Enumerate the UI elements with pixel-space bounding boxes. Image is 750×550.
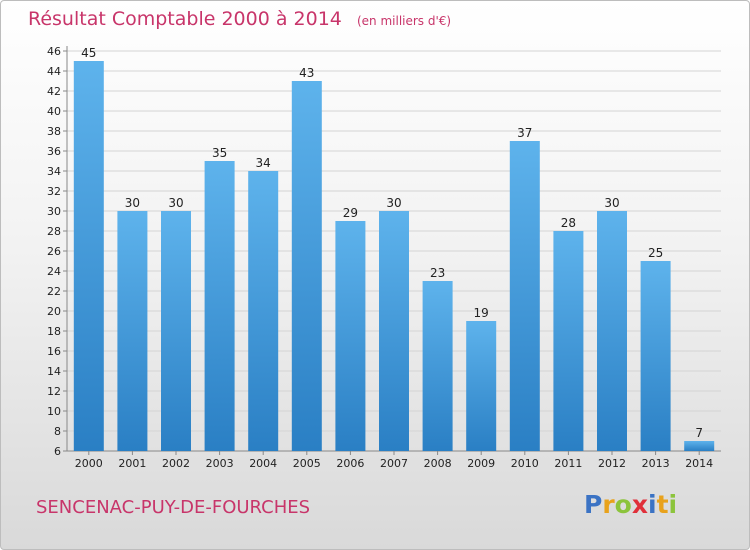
y-tick-label: 46 xyxy=(47,45,61,58)
logo-letter-2: o xyxy=(614,490,632,519)
data-label-2009: 19 xyxy=(474,306,489,320)
logo-letter-4: i xyxy=(648,490,657,519)
proxiti-logo[interactable]: Proxiti xyxy=(584,490,677,519)
bar-2002 xyxy=(161,211,191,451)
bar-2008 xyxy=(422,281,453,451)
y-tick-label: 24 xyxy=(47,265,61,278)
x-tick-label: 2003 xyxy=(206,457,234,470)
data-label-2012: 30 xyxy=(604,196,619,210)
x-tick-label: 2009 xyxy=(467,457,495,470)
x-tick-label: 2000 xyxy=(75,457,103,470)
y-tick-label: 30 xyxy=(47,205,61,218)
bar-2014 xyxy=(684,441,715,451)
y-tick-label: 34 xyxy=(47,165,61,178)
logo-letter-0: P xyxy=(584,490,603,519)
y-tick-label: 10 xyxy=(47,405,61,418)
data-label-2010: 37 xyxy=(517,126,532,140)
data-label-2011: 28 xyxy=(561,216,576,230)
y-tick-label: 40 xyxy=(47,105,61,118)
bar-2007 xyxy=(379,211,409,451)
y-tick-label: 8 xyxy=(54,425,61,438)
y-tick-label: 20 xyxy=(47,305,61,318)
data-label-2005: 43 xyxy=(299,66,314,80)
logo-letter-1: r xyxy=(602,490,615,519)
data-label-2006: 29 xyxy=(343,206,358,220)
title-row: Résultat Comptable 2000 à 2014 (en milli… xyxy=(28,8,451,30)
bar-2003 xyxy=(204,161,235,451)
data-label-2000: 45 xyxy=(81,46,96,60)
x-tick-label: 2004 xyxy=(249,457,277,470)
x-tick-label: 2013 xyxy=(642,457,670,470)
x-tick-label: 2014 xyxy=(685,457,713,470)
x-tick-label: 2011 xyxy=(554,457,582,470)
data-label-2008: 23 xyxy=(430,266,445,280)
x-tick-label: 2007 xyxy=(380,457,408,470)
place-name: SENCENAC-PUY-DE-FOURCHES xyxy=(36,497,311,518)
chart-unit: (en milliers d'€) xyxy=(356,14,452,28)
data-label-2004: 34 xyxy=(256,156,271,170)
bar-2005 xyxy=(291,81,322,451)
y-tick-label: 6 xyxy=(54,445,61,458)
bar-2004 xyxy=(248,171,279,451)
x-tick-label: 2002 xyxy=(162,457,190,470)
x-tick-label: 2005 xyxy=(293,457,321,470)
y-tick-label: 36 xyxy=(47,145,61,158)
bar-2006 xyxy=(335,221,366,451)
data-label-2013: 25 xyxy=(648,246,663,260)
y-tick-label: 12 xyxy=(47,385,61,398)
bar-2001 xyxy=(117,211,148,451)
y-tick-label: 22 xyxy=(47,285,61,298)
bar-2009 xyxy=(466,321,497,451)
logo-letter-5: t xyxy=(656,490,669,519)
y-tick-label: 38 xyxy=(47,125,61,138)
y-tick-label: 32 xyxy=(47,185,61,198)
data-label-2007: 30 xyxy=(386,196,401,210)
data-label-2003: 35 xyxy=(212,146,227,160)
data-label-2001: 30 xyxy=(125,196,140,210)
y-tick-label: 42 xyxy=(47,85,61,98)
logo-letter-6: i xyxy=(668,490,678,519)
bar-2013 xyxy=(640,261,671,451)
x-tick-label: 2006 xyxy=(336,457,364,470)
bar-2010 xyxy=(509,141,540,451)
x-tick-label: 2001 xyxy=(118,457,146,470)
data-label-2002: 30 xyxy=(168,196,183,210)
bar-2011 xyxy=(553,231,584,451)
bar-2000 xyxy=(73,61,104,451)
logo-letter-3: x xyxy=(631,490,648,519)
data-label-2014: 7 xyxy=(695,426,703,440)
y-tick-label: 14 xyxy=(47,365,61,378)
bar-2012 xyxy=(597,211,627,451)
y-tick-label: 26 xyxy=(47,245,61,258)
x-tick-label: 2008 xyxy=(424,457,452,470)
y-tick-label: 28 xyxy=(47,225,61,238)
y-tick-label: 44 xyxy=(47,65,61,78)
chart-title: Résultat Comptable 2000 à 2014 xyxy=(28,8,342,30)
x-tick-label: 2012 xyxy=(598,457,626,470)
y-tick-label: 16 xyxy=(47,345,61,358)
x-tick-label: 2010 xyxy=(511,457,539,470)
y-tick-label: 18 xyxy=(47,325,61,338)
